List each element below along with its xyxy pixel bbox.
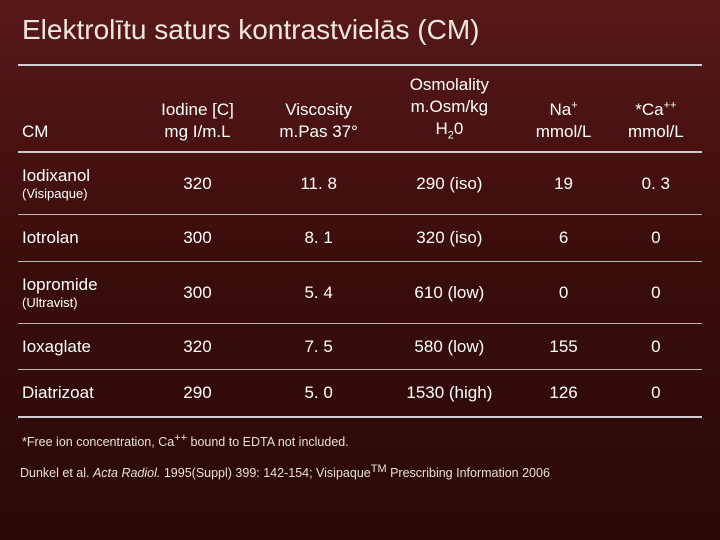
cell-ca: 0	[610, 215, 702, 261]
row-name: Iotrolan	[22, 228, 79, 247]
col-osm-l3: H20	[435, 119, 463, 138]
contrast-media-table: CM Iodine [C] mg I/m.L Viscosity m.Pas 3…	[18, 64, 702, 418]
table-row: Iopromide(Ultravist)3005. 4610 (low)00	[18, 261, 702, 324]
row-name: Diatrizoat	[22, 383, 94, 402]
cell-iodine: 300	[139, 261, 256, 324]
col-ca-l2: mmol/L	[628, 122, 684, 141]
col-na-l1: Na+	[549, 100, 577, 119]
cell-na: 6	[517, 215, 609, 261]
cell-visc: 11. 8	[256, 152, 381, 215]
citation: Dunkel et al. Acta Radiol. 1995(Suppl) 3…	[18, 463, 702, 480]
table-row: Iodixanol(Visipaque)32011. 8290 (iso)190…	[18, 152, 702, 215]
cell-visc: 7. 5	[256, 324, 381, 370]
row-name: Iopromide	[22, 275, 98, 294]
cell-na: 126	[517, 370, 609, 417]
footnote: *Free ion concentration, Ca++ bound to E…	[18, 432, 702, 449]
cell-visc: 8. 1	[256, 215, 381, 261]
col-iodine-l2: mg I/m.L	[164, 122, 230, 141]
col-na-l2: mmol/L	[536, 122, 592, 141]
cell-name: Iodixanol(Visipaque)	[18, 152, 139, 215]
cell-osm: 290 (iso)	[381, 152, 517, 215]
col-osm-l1: Osmolality	[410, 75, 489, 94]
col-osm-l2: m.Osm/kg	[411, 97, 488, 116]
cell-iodine: 320	[139, 324, 256, 370]
row-name: Iodixanol	[22, 166, 90, 185]
cell-iodine: 320	[139, 152, 256, 215]
cell-ca: 0	[610, 324, 702, 370]
col-iodine-l1: Iodine [C]	[161, 100, 234, 119]
col-visc-l2: m.Pas 37°	[279, 122, 358, 141]
col-viscosity: Viscosity m.Pas 37°	[256, 65, 381, 152]
cell-osm: 1530 (high)	[381, 370, 517, 417]
col-ca: *Ca++ mmol/L	[610, 65, 702, 152]
col-na: Na+ mmol/L	[517, 65, 609, 152]
row-subname: (Ultravist)	[22, 295, 135, 311]
cell-ca: 0. 3	[610, 152, 702, 215]
table-row: Diatrizoat 2905. 01530 (high)1260	[18, 370, 702, 417]
row-subname: (Visipaque)	[22, 186, 135, 202]
cell-ca: 0	[610, 370, 702, 417]
cell-osm: 320 (iso)	[381, 215, 517, 261]
table-row: Iotrolan 3008. 1320 (iso)60	[18, 215, 702, 261]
cell-name: Iopromide(Ultravist)	[18, 261, 139, 324]
cell-osm: 610 (low)	[381, 261, 517, 324]
cell-na: 19	[517, 152, 609, 215]
cell-na: 155	[517, 324, 609, 370]
row-name: Ioxaglate	[22, 337, 91, 356]
cell-iodine: 290	[139, 370, 256, 417]
cell-ca: 0	[610, 261, 702, 324]
cell-visc: 5. 4	[256, 261, 381, 324]
col-cm: CM	[18, 65, 139, 152]
cell-na: 0	[517, 261, 609, 324]
page-title: Elektrolītu saturs kontrastvielās (CM)	[18, 14, 702, 46]
col-osmolality: Osmolality m.Osm/kg H20	[381, 65, 517, 152]
cell-osm: 580 (low)	[381, 324, 517, 370]
col-iodine: Iodine [C] mg I/m.L	[139, 65, 256, 152]
cell-visc: 5. 0	[256, 370, 381, 417]
col-ca-l1: *Ca++	[635, 100, 676, 119]
cell-name: Ioxaglate	[18, 324, 139, 370]
col-visc-l1: Viscosity	[285, 100, 352, 119]
cell-name: Diatrizoat	[18, 370, 139, 417]
cell-iodine: 300	[139, 215, 256, 261]
cell-name: Iotrolan	[18, 215, 139, 261]
table-row: Ioxaglate 3207. 5580 (low)1550	[18, 324, 702, 370]
